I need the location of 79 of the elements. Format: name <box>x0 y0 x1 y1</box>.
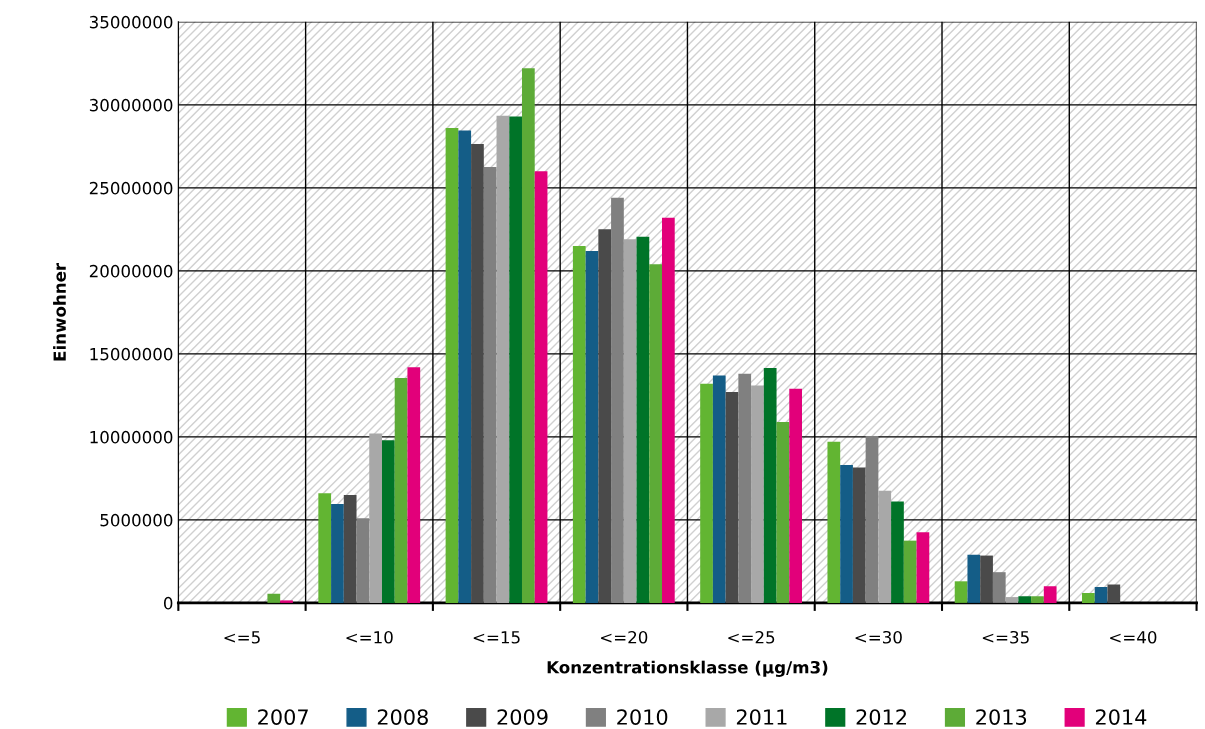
bar <box>318 493 332 603</box>
x-axis-title: Konzentrationsklasse (µg/m3) <box>547 660 828 677</box>
bar <box>1107 584 1121 603</box>
bar <box>1082 592 1095 603</box>
bar <box>471 143 484 603</box>
legend-label: 2007 <box>258 709 308 725</box>
bar <box>623 239 637 603</box>
bar <box>789 388 802 603</box>
bar <box>967 554 981 603</box>
bar <box>992 572 1006 603</box>
bar <box>636 236 650 603</box>
y-tick-label: 20000000 <box>89 264 173 278</box>
bar <box>916 532 930 603</box>
bar <box>700 383 713 603</box>
bar <box>572 245 586 603</box>
bar <box>827 441 841 603</box>
x-tick-label: <=20 <box>601 630 648 644</box>
bar <box>611 197 624 603</box>
y-tick-label: 10000000 <box>90 430 173 444</box>
bar <box>891 501 904 603</box>
bar <box>267 593 281 603</box>
bar <box>585 250 599 603</box>
bar <box>649 264 662 603</box>
bar <box>1031 596 1044 603</box>
bar <box>280 600 293 603</box>
x-tick-label: <=15 <box>473 631 520 644</box>
bar <box>738 373 752 603</box>
x-tick-label: <=25 <box>728 630 775 644</box>
y-tick-label: 25000000 <box>89 181 173 195</box>
y-tick-label: 30000000 <box>89 98 173 112</box>
bar <box>1018 596 1032 603</box>
bar <box>980 555 993 603</box>
bar <box>496 115 510 603</box>
legend-label: 2011 <box>736 709 787 725</box>
legend-label: 2013 <box>976 709 1027 725</box>
bar <box>903 540 917 603</box>
bar <box>394 377 408 603</box>
bar <box>712 375 726 603</box>
legend-label: 2008 <box>377 709 428 725</box>
bar <box>483 167 497 603</box>
bar <box>343 494 357 603</box>
bar <box>534 171 548 603</box>
bar <box>1094 587 1108 603</box>
legend-label: 2014 <box>1095 709 1147 725</box>
y-tick-label: 0 <box>163 596 173 610</box>
bar <box>662 217 675 603</box>
bar <box>521 68 535 603</box>
legend-label: 2010 <box>617 709 668 725</box>
y-tick-label: 5000000 <box>100 513 173 527</box>
bar <box>763 367 777 603</box>
bar <box>865 436 879 603</box>
bar <box>840 465 853 603</box>
bar <box>509 116 522 603</box>
bar <box>407 367 421 603</box>
bar <box>356 518 370 603</box>
bar <box>954 581 968 603</box>
bar <box>1043 586 1057 603</box>
bar <box>751 385 764 603</box>
bar <box>369 433 382 603</box>
y-tick-label: 35000000 <box>89 15 173 29</box>
bar <box>598 229 612 603</box>
legend-label: 2012 <box>856 709 906 725</box>
x-tick-label: <=30 <box>855 630 902 644</box>
x-tick-label: <=40 <box>1110 630 1157 644</box>
bar <box>1005 597 1019 603</box>
bar <box>878 490 892 603</box>
bar <box>725 392 739 603</box>
bar <box>445 128 459 603</box>
legend-label: 2009 <box>497 709 548 725</box>
y-tick-label: 15000000 <box>90 347 173 361</box>
x-tick-label: <=5 <box>224 631 260 644</box>
y-axis-title: Einwohner <box>53 262 66 361</box>
bar <box>776 421 790 603</box>
x-tick-label: <=35 <box>982 630 1029 644</box>
bar <box>458 130 472 603</box>
x-tick-label: <=10 <box>346 630 393 644</box>
bar <box>331 504 344 603</box>
bar <box>381 440 395 603</box>
bar <box>852 467 866 603</box>
